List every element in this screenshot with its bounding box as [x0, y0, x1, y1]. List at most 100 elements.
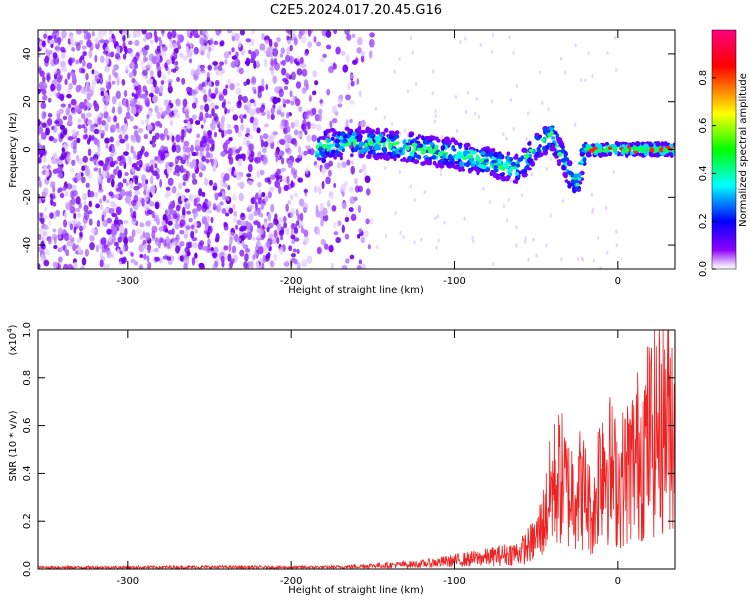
ridge-cell	[526, 167, 532, 171]
spectrogram-cell	[247, 134, 254, 140]
spectrogram-cell	[110, 51, 115, 58]
ridge-cell	[512, 179, 518, 184]
spectrogram-cell	[432, 69, 435, 74]
spectrogram-cell	[71, 159, 76, 166]
spectrogram-cell	[212, 263, 216, 269]
spectrogram-cell	[203, 35, 208, 43]
spectrogram-cell	[252, 117, 259, 126]
spectrogram-cell	[505, 136, 508, 141]
spectrogram-cell	[219, 61, 225, 66]
spectrogram-cell	[149, 186, 154, 193]
spectrogram-cell	[357, 185, 363, 193]
spectrogram-cell	[345, 258, 350, 264]
spectrogram-cell	[281, 59, 286, 66]
spectrogram-cell	[202, 201, 207, 209]
spectrogram-cell	[122, 156, 126, 166]
spectrogram-cell	[301, 87, 307, 94]
spectrogram-cell	[273, 253, 278, 262]
spectrogram-cell	[243, 81, 248, 87]
spectrogram-cell	[91, 30, 95, 37]
ridge-cell	[351, 147, 355, 153]
spectrogram-cell	[90, 85, 95, 91]
spectrogram-cell	[330, 262, 334, 269]
spectrogram-cell	[226, 196, 230, 202]
spectrogram-cell	[466, 90, 470, 95]
spectrogram-cell	[128, 189, 132, 198]
spectrogram-cell	[202, 139, 208, 148]
spectrogram-cell	[207, 130, 212, 139]
spectrogram-cell	[123, 236, 129, 246]
spectrogram-cell	[77, 212, 82, 219]
spectrogram-cell	[190, 144, 194, 154]
spectrogram-cell	[326, 200, 331, 208]
spectrogram-cell	[244, 253, 249, 262]
ridge-cell	[348, 136, 354, 143]
colorbar-tick-label: 0.2	[698, 213, 709, 229]
spectrogram-cell	[369, 50, 373, 59]
spectrogram-cell	[245, 38, 252, 43]
spectrogram-cell	[507, 197, 510, 202]
spectrogram-cell	[226, 100, 232, 105]
spectrogram-cell	[146, 78, 153, 85]
spectrogram-cell	[179, 229, 185, 235]
spectrogram-cell	[135, 134, 141, 143]
spectrogram-cell	[223, 252, 228, 261]
spectrogram-cell	[236, 173, 242, 181]
spectrogram-cell	[160, 145, 166, 153]
spectrogram-cell	[260, 139, 264, 148]
spectrogram-cell	[253, 210, 258, 217]
spectrogram-cell	[434, 109, 437, 114]
spectrogram-cell	[167, 177, 174, 186]
spectrogram-cell	[125, 142, 130, 151]
ridge-cell	[489, 171, 494, 177]
spectrogram-cell	[113, 219, 119, 225]
spectrogram-cell	[515, 225, 518, 230]
spectrogram-cell	[348, 207, 354, 213]
spectrogram-cell	[141, 174, 147, 183]
spectrogram-cell	[232, 203, 236, 211]
spectrogram-cell	[262, 154, 267, 162]
spectrogram-cell	[264, 195, 269, 202]
spectrogram-cell	[212, 61, 219, 66]
spectrogram-cell	[227, 30, 233, 34]
spectrogram-cell	[263, 141, 269, 148]
spectrogram-cell	[331, 118, 338, 124]
snr-marks	[38, 330, 675, 569]
spectrogram-cell	[125, 99, 129, 108]
ridge-cell	[318, 141, 323, 147]
spectrogram-cell	[84, 133, 89, 140]
spectrogram-cell	[559, 56, 563, 61]
spectrogram-cell	[49, 212, 54, 219]
ridge-cell	[493, 168, 499, 173]
spectrogram-cell	[304, 130, 308, 135]
spectrogram-cell	[186, 52, 193, 58]
ridge-cell	[629, 142, 634, 148]
ridge-cell	[543, 128, 549, 134]
spectrogram-cell	[227, 253, 232, 262]
spectrogram-cell	[319, 202, 324, 211]
spectrogram-cell	[102, 263, 108, 269]
spectrogram-cell	[217, 64, 223, 72]
spectrogram-cell	[289, 44, 293, 52]
spectrogram-cell	[247, 155, 253, 160]
spectrogram-cell	[76, 30, 82, 35]
spectrogram-cell	[201, 216, 208, 225]
spectrogram-cell	[151, 225, 158, 233]
spectrogram-cell	[532, 237, 535, 242]
spectrogram-cell	[228, 136, 233, 142]
spectrogram-cell	[290, 167, 296, 175]
chart-title: C2E5.2024.017.20.45.G16	[270, 3, 442, 18]
spectrogram-cell	[154, 214, 159, 219]
spectrogram-cell	[231, 47, 235, 53]
spectrogram-cell	[215, 30, 221, 36]
ridge-cell	[461, 168, 465, 172]
spectrogram-cell	[134, 190, 141, 196]
spectrogram-cell	[152, 95, 158, 103]
spectrogram-cell	[159, 39, 163, 48]
spectrogram-cell	[247, 180, 254, 185]
spectrogram-cell	[238, 192, 244, 202]
spectrogram-cell	[455, 129, 459, 134]
snr-line	[38, 330, 675, 569]
spectrogram-cell	[99, 87, 106, 92]
ridge-cell	[452, 164, 456, 169]
